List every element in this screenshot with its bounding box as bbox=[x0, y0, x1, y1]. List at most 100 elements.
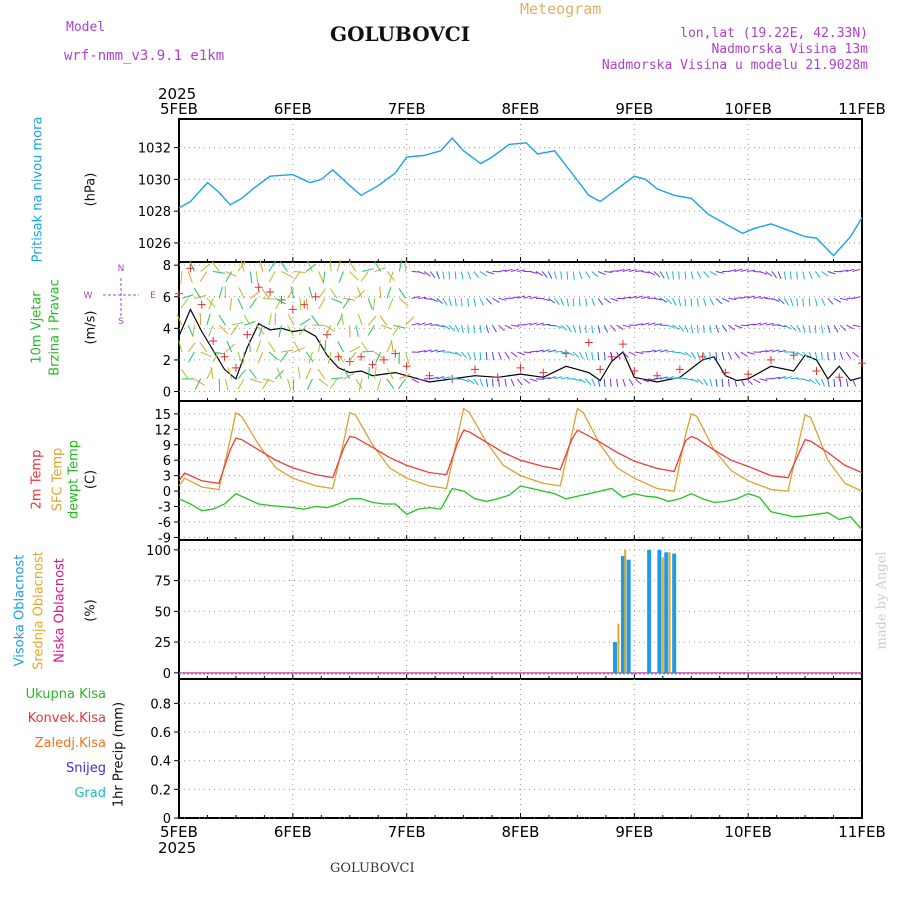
wind-arrow bbox=[585, 325, 587, 334]
wind-arrow bbox=[728, 324, 736, 331]
wind-arrow bbox=[237, 369, 246, 380]
y-tick-label: 9 bbox=[163, 439, 171, 454]
wind-arrow bbox=[237, 378, 245, 390]
wind-arrow bbox=[200, 263, 211, 272]
wind-arrow bbox=[460, 298, 463, 307]
wind-arrow bbox=[318, 340, 321, 353]
wind-arrow bbox=[728, 297, 737, 300]
x-tick-label-bottom: 10FEB bbox=[724, 823, 771, 841]
wind-arrow bbox=[789, 271, 792, 280]
cloud-bar bbox=[661, 557, 664, 673]
wind-arrow bbox=[771, 271, 778, 279]
wind-arrow bbox=[492, 297, 500, 303]
wind-arrow bbox=[839, 351, 844, 360]
wind-arrow bbox=[666, 324, 675, 328]
wind-arrow bbox=[753, 295, 762, 299]
wind-arrow bbox=[610, 297, 619, 302]
wind-arrow bbox=[672, 324, 680, 331]
wind-arrow bbox=[765, 271, 773, 277]
wind-arrow bbox=[560, 298, 565, 306]
wind-arrow bbox=[473, 351, 477, 360]
sfc-temp-line bbox=[178, 407, 863, 492]
wind-arrow bbox=[653, 349, 662, 353]
wind-arrow bbox=[678, 298, 682, 307]
wind-arrow bbox=[709, 351, 711, 361]
y-tick-label: 100 bbox=[146, 544, 171, 559]
wind-arrow bbox=[591, 351, 594, 361]
wind-arrow bbox=[373, 298, 375, 311]
wind-arrow bbox=[342, 298, 351, 309]
wind-arrow bbox=[308, 351, 313, 364]
wind-arrow bbox=[653, 323, 662, 326]
wind-arrow bbox=[510, 296, 520, 299]
wind-arrow bbox=[250, 290, 261, 299]
wind-arrow bbox=[579, 378, 587, 384]
wind-arrow bbox=[280, 351, 288, 363]
wind-arrow bbox=[299, 318, 311, 326]
wind-arrow bbox=[554, 298, 560, 306]
wind-gust-mark bbox=[584, 338, 593, 347]
wind-arrow bbox=[327, 351, 332, 364]
wind-arrow bbox=[361, 268, 374, 272]
wind-arrow bbox=[430, 297, 438, 303]
x-tick-label-top: 11FEB bbox=[838, 100, 885, 118]
wind-arrow bbox=[460, 271, 464, 280]
wind-arrow bbox=[523, 351, 532, 354]
wind-arrow bbox=[290, 286, 295, 299]
wind-arrow bbox=[659, 271, 665, 279]
wind-arrow bbox=[703, 378, 709, 386]
wind-arrow bbox=[597, 378, 601, 387]
wind-arrow bbox=[417, 297, 426, 299]
wind-gust-mark bbox=[493, 373, 502, 382]
wind-arrow bbox=[454, 271, 457, 280]
wind-arrow bbox=[398, 259, 403, 272]
wind-arrow bbox=[479, 271, 487, 277]
wind-arrow bbox=[734, 324, 743, 329]
precip-legend-freezing: Zaledj.Kisa bbox=[34, 736, 106, 751]
wind-arrow bbox=[227, 367, 233, 380]
wind-arrow bbox=[411, 322, 420, 326]
wind-gust-mark bbox=[562, 349, 571, 358]
wind-arrow bbox=[417, 350, 426, 353]
wind-arrow bbox=[299, 298, 302, 311]
wind-gust-mark bbox=[345, 357, 354, 366]
wind-arrow bbox=[276, 367, 282, 380]
wind-arrow bbox=[461, 378, 470, 383]
wind-arrow bbox=[802, 378, 811, 382]
wind-arrow bbox=[280, 261, 288, 272]
wind-arrow bbox=[634, 378, 642, 385]
wind-arrow bbox=[318, 378, 329, 387]
wind-arrow bbox=[436, 350, 445, 353]
wind-arrow bbox=[703, 271, 710, 278]
wind-arrow bbox=[765, 349, 774, 353]
lonlat-label: lon,lat (19.22E, 42.33N) bbox=[680, 26, 868, 41]
wind-arrow bbox=[548, 297, 556, 304]
wind-arrow bbox=[281, 271, 293, 278]
wind-gust-mark bbox=[197, 300, 206, 309]
wind-arrow bbox=[338, 271, 344, 283]
wind-arrow bbox=[448, 324, 455, 332]
wind-arrow bbox=[616, 351, 621, 360]
wind-arrow bbox=[485, 297, 492, 305]
wind-arrow bbox=[226, 340, 233, 353]
wind-arrow bbox=[597, 271, 606, 276]
y-tick-label: 1032 bbox=[138, 142, 171, 157]
wind-gust-mark bbox=[243, 330, 252, 339]
y-tick-label: -3 bbox=[158, 501, 171, 516]
wind-arrow bbox=[442, 271, 445, 280]
x-tick-label-bottom: 5FEB bbox=[160, 823, 198, 841]
wind-arrow bbox=[597, 298, 604, 306]
wind-arrow bbox=[821, 378, 825, 387]
wind-arrow bbox=[348, 351, 357, 363]
wind-arrow bbox=[187, 351, 195, 363]
wind-arrow bbox=[802, 351, 809, 359]
wind-arrow bbox=[517, 269, 526, 272]
y-tick-label: 15 bbox=[154, 408, 171, 423]
wind-arrow bbox=[572, 325, 577, 333]
y-tick-label: 3 bbox=[163, 470, 171, 485]
y-tick-label: 0 bbox=[163, 386, 171, 401]
wind-arrow bbox=[386, 368, 394, 380]
y-tick-label: 50 bbox=[154, 605, 171, 620]
wind-arrow bbox=[467, 271, 472, 280]
wind-arrow bbox=[808, 351, 813, 360]
